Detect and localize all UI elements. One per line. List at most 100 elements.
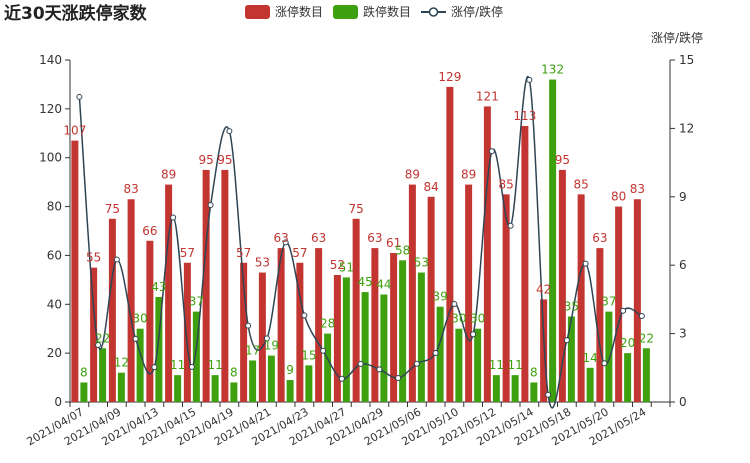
y2-tick-label: 3: [679, 327, 687, 341]
data-label-limit-down: 9: [286, 363, 294, 377]
y2-tick-label: 15: [679, 53, 694, 67]
bar-limit-down: [99, 348, 107, 402]
legend-swatch-limit-down: [333, 5, 358, 19]
data-label-limit-down: 14: [582, 351, 597, 365]
data-label-limit-down: 30: [470, 312, 485, 326]
bar-limit-up: [258, 272, 266, 402]
ratio-point: [301, 312, 308, 319]
legend-label-limit-up: 涨停数目: [275, 4, 323, 19]
ratio-point: [413, 360, 420, 367]
data-label-limit-up: 89: [161, 168, 176, 182]
bar-limit-up: [483, 106, 491, 403]
data-label-limit-down: 53: [414, 256, 429, 270]
data-label-limit-up: 85: [573, 177, 588, 191]
bar-limit-down: [455, 328, 463, 402]
bar-limit-down: [380, 294, 388, 402]
data-label-limit-down: 22: [95, 331, 110, 345]
ratio-point: [263, 335, 270, 342]
data-label-limit-up: 85: [498, 177, 513, 191]
ratio-point: [545, 391, 552, 398]
data-label-limit-up: 55: [86, 251, 101, 265]
bar-limit-up: [558, 169, 566, 402]
data-label-limit-down: 30: [132, 312, 147, 326]
ratio-point: [507, 222, 514, 229]
bar-limit-down: [249, 360, 257, 402]
data-label-limit-up: 89: [405, 168, 420, 182]
ratio-point: [638, 313, 645, 320]
data-label-limit-up: 75: [348, 202, 363, 216]
ratio-line: [78, 75, 643, 409]
data-label-limit-down: 15: [301, 348, 316, 362]
ratio-point: [151, 364, 158, 371]
ratio-point: [226, 128, 233, 135]
legend-item-limit-down[interactable]: 跌停数目: [333, 4, 411, 19]
bar-limit-up: [540, 299, 548, 402]
legend-item-limit-up[interactable]: 涨停数目: [245, 4, 323, 19]
y-tick-label: 0: [54, 395, 62, 409]
ratio-point: [526, 76, 533, 83]
data-label-limit-down: 11: [207, 358, 222, 372]
data-label-limit-down: 35: [564, 300, 579, 314]
data-label-limit-up: 95: [555, 153, 570, 167]
ratio-point: [376, 366, 383, 373]
bar-limit-up: [502, 194, 510, 402]
bar-limit-up: [633, 199, 641, 402]
bar-limit-down: [530, 382, 538, 402]
ratio-point: [95, 342, 102, 348]
data-label-limit-down: 8: [530, 365, 538, 379]
data-label-limit-down: 22: [639, 331, 654, 345]
data-label-limit-up: 83: [123, 182, 138, 196]
data-label-limit-up: 75: [105, 202, 120, 216]
ratio-point: [620, 307, 627, 314]
y2-tick-label: 12: [679, 121, 694, 135]
legend-item-ratio[interactable]: 涨停/跌停: [421, 4, 503, 19]
bar-limit-up: [127, 199, 135, 402]
bar-limit-down: [399, 260, 407, 402]
data-label-limit-down: 43: [151, 280, 166, 294]
data-labels: 1078552275128330664389115737951195857175…: [63, 63, 654, 380]
legend-swatch-limit-up: [245, 5, 270, 19]
bar-limit-down: [192, 311, 200, 402]
bar-limit-down: [342, 277, 350, 402]
ratio-point: [488, 148, 495, 155]
data-label-limit-down: 39: [432, 290, 447, 304]
bar-limit-down: [361, 292, 369, 402]
bar-limit-down: [549, 79, 557, 403]
ratio-point: [245, 322, 252, 329]
chart-title: 近30天涨跌停家数: [4, 3, 148, 24]
data-label-limit-down: 8: [80, 365, 88, 379]
bar-limit-down: [155, 296, 163, 402]
bar-limit-down: [286, 380, 294, 402]
ratio-point: [451, 300, 458, 307]
bar-limit-down: [642, 348, 650, 402]
bar-limit-down: [586, 367, 594, 402]
bar-limit-down: [267, 355, 275, 402]
ratio-point: [282, 239, 289, 246]
data-label-limit-down: 37: [189, 295, 204, 309]
ratio-line-layer: [76, 75, 645, 409]
data-label-limit-up: 52: [330, 258, 345, 272]
bar-limit-down: [492, 375, 500, 402]
bar-limit-up: [71, 140, 79, 402]
y-tick-label: 20: [47, 346, 62, 360]
legend-label-limit-down: 跌停数目: [363, 4, 411, 19]
y2-axis-title: 涨停/跌停: [651, 30, 703, 45]
bars: [71, 79, 650, 403]
data-label-limit-down: 51: [339, 260, 354, 274]
bar-limit-down: [80, 382, 88, 402]
data-label-limit-down: 28: [320, 317, 335, 331]
bar-limit-up: [277, 248, 285, 402]
ratio-point: [432, 349, 439, 356]
bar-limit-down: [474, 328, 482, 402]
y2-tick-label: 9: [679, 190, 687, 204]
bar-limit-up: [521, 125, 529, 402]
bar-limit-up: [315, 248, 323, 402]
data-label-limit-down: 19: [264, 339, 279, 353]
data-label-limit-down: 37: [601, 295, 616, 309]
data-label-limit-up: 63: [311, 231, 326, 245]
data-label-limit-up: 107: [63, 124, 86, 138]
bar-limit-down: [567, 316, 575, 402]
data-label-limit-up: 63: [592, 231, 607, 245]
data-label-limit-up: 95: [198, 153, 213, 167]
